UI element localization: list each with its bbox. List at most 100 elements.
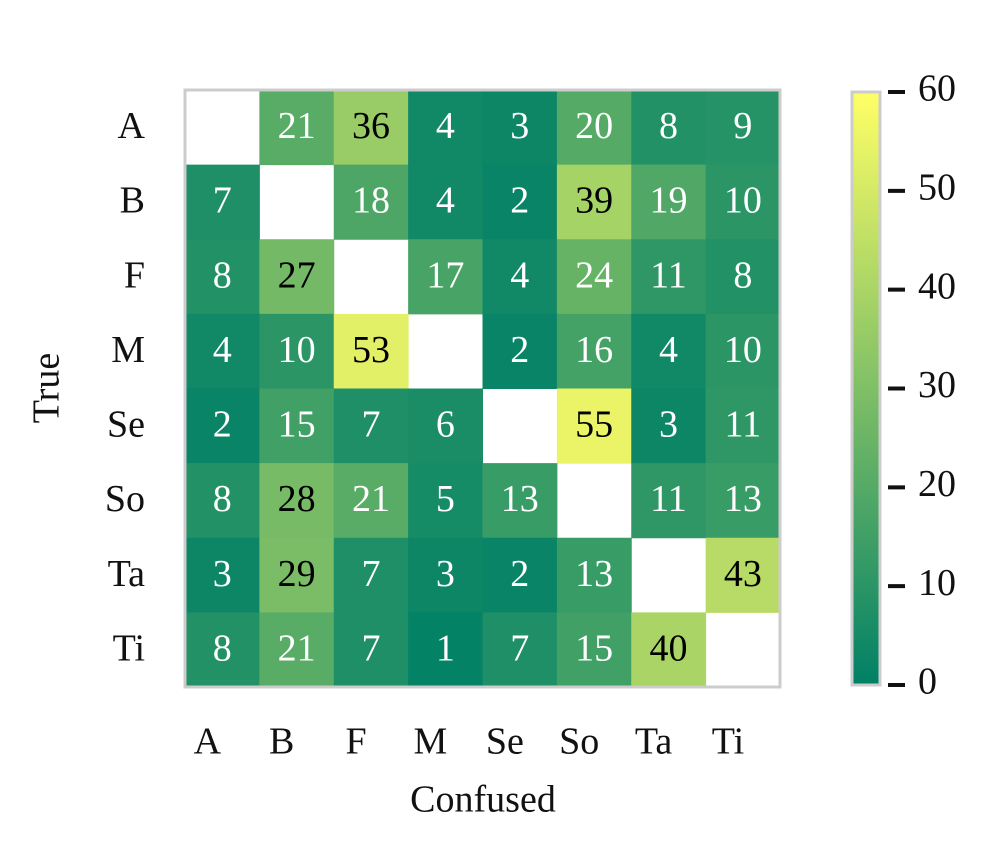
cell-label: 21	[278, 627, 316, 669]
colorbar-tick-label: 10	[918, 562, 956, 604]
cell-label: 11	[650, 478, 687, 520]
heatmap-cell	[408, 164, 483, 240]
cell-label: 29	[278, 553, 316, 595]
cell-label: 21	[352, 478, 390, 520]
heatmap-cell	[259, 90, 335, 166]
heatmap-cell	[482, 90, 558, 166]
heatmap-cell	[556, 239, 632, 315]
cell-label: 7	[510, 627, 529, 669]
cell-label: 8	[213, 254, 232, 296]
cell-label: 3	[213, 553, 232, 595]
cell-label: 10	[724, 180, 762, 222]
cell-label: 28	[278, 478, 316, 520]
heatmap-cell	[259, 612, 335, 688]
heatmap-cell	[482, 612, 558, 688]
heatmap-cell	[185, 239, 260, 315]
heatmap-cell	[259, 388, 335, 464]
cell-label: 8	[213, 627, 232, 669]
colorbar	[850, 90, 882, 687]
cell-label: 43	[724, 553, 762, 595]
cell-label: 53	[352, 329, 390, 371]
heatmap-cell	[408, 90, 483, 166]
heatmap-cell	[482, 537, 558, 613]
x-tick-label: A	[194, 721, 222, 763]
cell-label: 7	[361, 404, 380, 446]
y-tick-label: Ta	[108, 553, 146, 595]
heatmap-cell	[631, 239, 707, 315]
y-tick-label: A	[118, 105, 146, 147]
cell-label: 39	[575, 180, 613, 222]
heatmap-cell	[333, 612, 409, 688]
heatmap-cell	[333, 164, 409, 240]
cell-label: 3	[659, 404, 678, 446]
cell-label: 15	[575, 627, 613, 669]
cell-label: 19	[649, 180, 687, 222]
cell-label: 1	[436, 627, 455, 669]
x-axis-label: Confused	[410, 779, 556, 821]
cell-label: 13	[501, 478, 539, 520]
heatmap-cell	[705, 239, 781, 315]
y-axis-label: True	[26, 353, 68, 423]
cell-label: 16	[575, 329, 613, 371]
cell-label: 7	[361, 627, 380, 669]
heatmap-cell	[631, 164, 707, 240]
heatmap-cell	[259, 537, 335, 613]
heatmap-cell	[333, 90, 409, 166]
heatmap-cell	[556, 90, 632, 166]
cell-label: 7	[361, 553, 380, 595]
cell-label: 2	[510, 553, 529, 595]
heatmap-cell	[705, 164, 781, 240]
cell-label: 8	[733, 254, 752, 296]
cell-label: 4	[436, 105, 455, 147]
x-tick-label: M	[414, 721, 448, 763]
cell-label: 3	[510, 105, 529, 147]
cell-label: 2	[510, 329, 529, 371]
heatmap-cell	[185, 388, 260, 464]
cell-label: 8	[659, 105, 678, 147]
heatmap-cell	[482, 239, 558, 315]
heatmap-cell	[556, 612, 632, 688]
heatmap-cell	[408, 537, 483, 613]
cell-label: 17	[426, 254, 464, 296]
heatmap-cell	[185, 313, 260, 389]
x-tick-label: Ta	[635, 721, 673, 763]
heatmap-cell	[705, 463, 781, 539]
y-tick-label: B	[120, 180, 145, 222]
y-tick-label: So	[105, 478, 145, 520]
heatmap-cell	[631, 612, 707, 688]
heatmap-cell	[631, 463, 707, 539]
x-tick-label: F	[345, 721, 366, 763]
heatmap-cell	[556, 388, 632, 464]
y-tick-label: Se	[107, 404, 145, 446]
cell-label: 11	[725, 404, 762, 446]
colorbar-tick-label: 40	[918, 265, 956, 307]
cell-label: 4	[213, 329, 232, 371]
cell-label: 10	[278, 329, 316, 371]
x-tick-label: B	[269, 721, 294, 763]
cell-label: 27	[278, 254, 316, 296]
colorbar-tick-label: 30	[918, 364, 956, 406]
heatmap-cell	[259, 313, 335, 389]
heatmap-cell	[333, 388, 409, 464]
cell-label: 11	[650, 254, 687, 296]
x-tick-label: Ti	[712, 721, 744, 763]
heatmap-cell	[631, 388, 707, 464]
y-tick-label: F	[124, 254, 145, 296]
heatmap-cell	[333, 463, 409, 539]
heatmap-cell	[482, 463, 558, 539]
cell-label: 40	[649, 627, 687, 669]
cell-label: 5	[436, 478, 455, 520]
cell-label: 36	[352, 105, 390, 147]
heatmap-cell	[408, 388, 483, 464]
colorbar-tick-label: 20	[918, 463, 956, 505]
cell-label: 13	[575, 553, 613, 595]
heatmap-cell	[556, 164, 632, 240]
heatmap-cell	[185, 537, 260, 613]
cell-label: 15	[278, 404, 316, 446]
cell-label: 20	[575, 105, 613, 147]
heatmap-cell	[185, 463, 260, 539]
heatmap-cell	[408, 612, 483, 688]
heatmap-cell	[556, 537, 632, 613]
heatmap-cell	[185, 164, 260, 240]
